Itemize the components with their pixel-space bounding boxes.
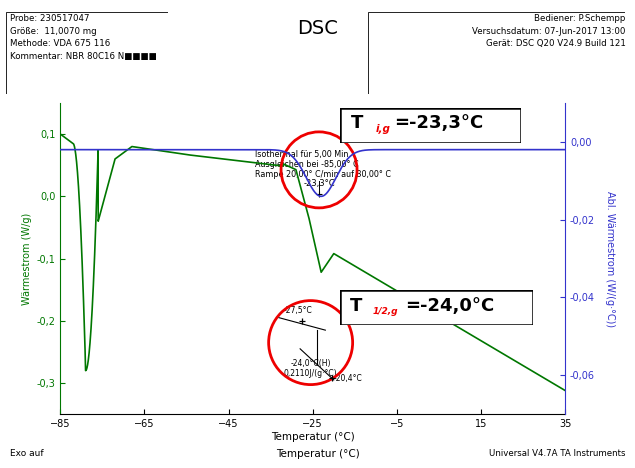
Text: =-24,0°C: =-24,0°C	[406, 297, 495, 315]
Text: i,g: i,g	[376, 124, 391, 134]
Y-axis label: Abl. Wärmestrom (W/(g·°C)): Abl. Wärmestrom (W/(g·°C))	[605, 190, 615, 327]
Text: 1/2,g: 1/2,g	[373, 307, 398, 316]
Text: 0,2110J/(g·°C): 0,2110J/(g·°C)	[284, 369, 337, 378]
Text: -27,5°C: -27,5°C	[284, 306, 312, 314]
Text: -20,4°C: -20,4°C	[334, 374, 363, 383]
Text: Isothermal für 5,00 Min
Ausgleichen bei -85,00° C
Rampe 20,00° C/min auf 30,00° : Isothermal für 5,00 Min Ausgleichen bei …	[255, 150, 391, 179]
Text: T: T	[351, 115, 363, 132]
Text: Temperatur (°C): Temperatur (°C)	[276, 449, 359, 459]
Text: =-23,3°C: =-23,3°C	[394, 115, 483, 132]
Text: DSC: DSC	[297, 19, 338, 38]
Text: -23,3°C: -23,3°C	[304, 179, 335, 189]
Text: T: T	[349, 297, 362, 315]
Text: Bediener: P.Schempp
Versuchsdatum: 07-Jun-2017 13:00
Gerät: DSC Q20 V24.9 Build : Bediener: P.Schempp Versuchsdatum: 07-Ju…	[472, 14, 625, 48]
Text: Exo auf: Exo auf	[10, 449, 43, 459]
Text: -24,0°C(H): -24,0°C(H)	[290, 359, 331, 368]
Text: Probe: 230517047
Größe:  11,0070 mg
Methode: VDA 675 116
Kommentar: NBR 80C16 N■: Probe: 230517047 Größe: 11,0070 mg Metho…	[10, 14, 156, 60]
Y-axis label: Wärmestrom (W/g): Wärmestrom (W/g)	[22, 212, 32, 305]
Text: Universal V4.7A TA Instruments: Universal V4.7A TA Instruments	[489, 449, 625, 459]
X-axis label: Temperatur (°C): Temperatur (°C)	[271, 432, 354, 442]
